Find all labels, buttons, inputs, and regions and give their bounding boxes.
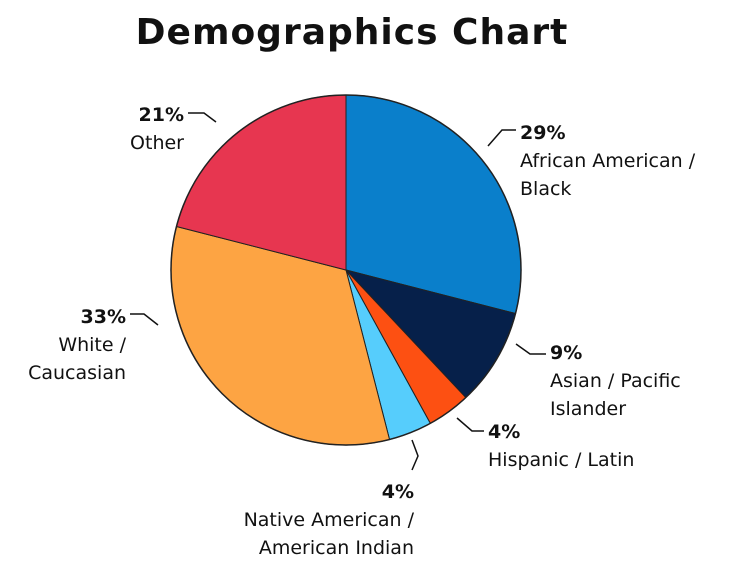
- leader-line-white: [130, 313, 159, 326]
- leader-line-african-american: [487, 129, 516, 147]
- chart-title: Demographics Chart: [135, 12, 569, 53]
- slice-name-label-native-american-line-2: American Indian: [259, 537, 414, 559]
- slice-percent-label-other: 21%: [139, 104, 184, 126]
- slice-name-label-white-line-1: White /: [58, 334, 126, 356]
- leader-line-other: [188, 112, 217, 123]
- slice-name-label-asian-line-1: Asian / Pacific: [550, 370, 681, 392]
- slice-name-label-asian-line-2: Islander: [550, 398, 626, 420]
- leader-line-native-american: [411, 439, 419, 471]
- slice-percent-label-hispanic: 4%: [488, 421, 520, 443]
- slice-percent-label-african-american: 29%: [520, 122, 565, 144]
- slice-name-label-white-line-2: Caucasian: [28, 362, 126, 384]
- leader-line-asian: [515, 343, 546, 355]
- slice-percent-label-white: 33%: [81, 306, 126, 328]
- slice-name-label-native-american-line-1: Native American /: [244, 509, 415, 531]
- slice-percent-label-asian: 9%: [550, 342, 582, 364]
- leader-line-hispanic: [456, 417, 484, 432]
- slice-name-label-other-line-1: Other: [130, 132, 184, 154]
- slice-name-label-african-american-line-2: Black: [520, 178, 571, 200]
- pie-outline: [170, 94, 522, 446]
- slice-name-label-african-american-line-1: African American /: [520, 150, 696, 172]
- slice-name-label-hispanic-line-1: Hispanic / Latin: [488, 449, 634, 471]
- slice-percent-label-native-american: 4%: [382, 481, 414, 503]
